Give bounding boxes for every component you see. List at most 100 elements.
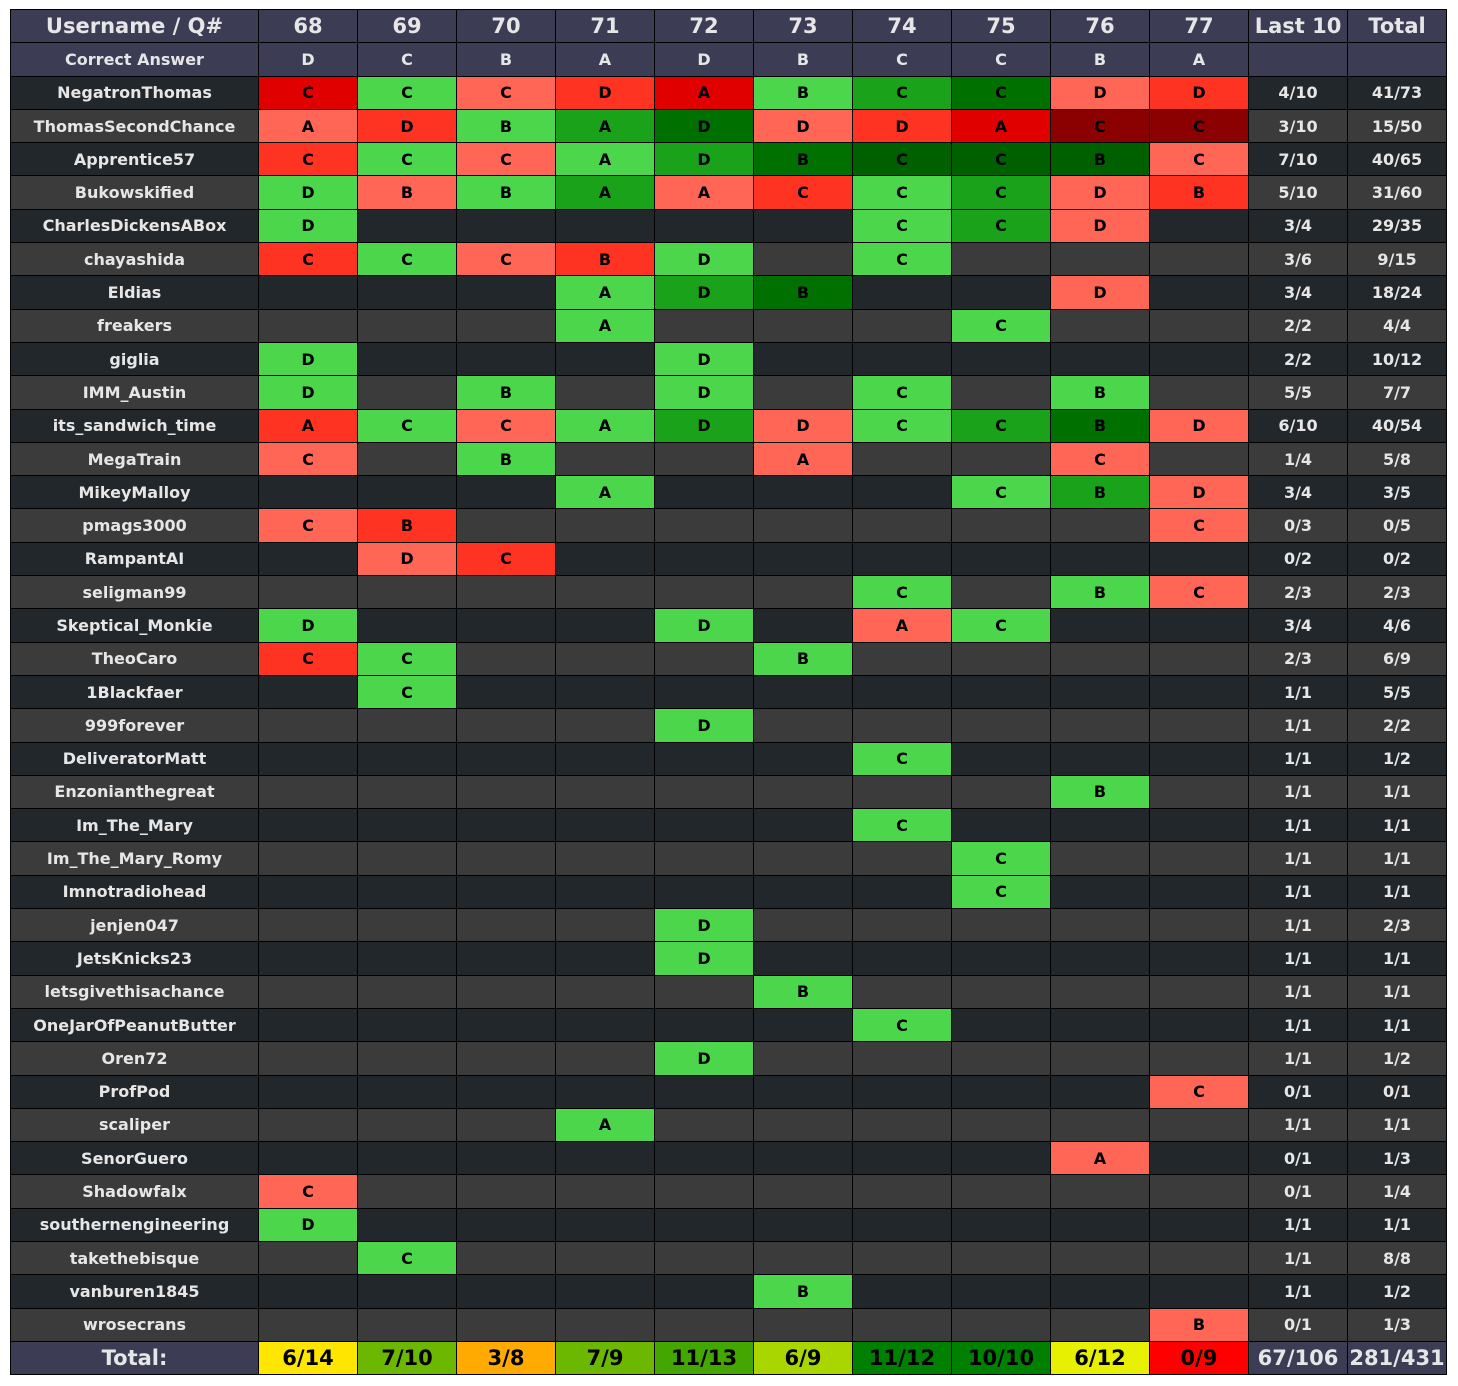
answer-cell <box>1050 674 1150 710</box>
answer-cell: D <box>654 1041 754 1076</box>
question-number-header: 72 <box>654 8 754 44</box>
total-cell: 41/73 <box>1347 75 1447 110</box>
answer-cell <box>1050 708 1150 743</box>
answer-cell <box>753 375 853 410</box>
answer-cell: D <box>654 375 754 410</box>
table-row: Im_The_Mary C 1/1 1/1 <box>10 808 1447 843</box>
answer-cell: D <box>258 375 358 410</box>
answer-cell <box>951 441 1051 477</box>
answer-cell: C <box>951 142 1051 177</box>
last10-cell: 1/1 <box>1248 1041 1348 1076</box>
answer-cell: C <box>456 75 556 110</box>
answer-cell <box>753 674 853 710</box>
answer-cell: D <box>1149 408 1249 443</box>
table-row: IMM_Austin D B D C B 5/5 7/7 <box>10 375 1447 410</box>
answer-cell <box>951 741 1051 776</box>
correct-answer-cell: A <box>1149 42 1249 77</box>
username-cell: DeliveratorMatt <box>10 741 259 776</box>
total-cell: 5/5 <box>1347 674 1447 710</box>
answer-cell <box>456 1207 556 1242</box>
answer-cell: D <box>1149 475 1249 510</box>
answer-cell <box>357 1207 457 1242</box>
last10-cell: 3/10 <box>1248 108 1348 144</box>
total-cell: 3/5 <box>1347 475 1447 510</box>
answer-cell <box>1050 1240 1150 1276</box>
answer-cell <box>654 1207 754 1242</box>
answer-cell: B <box>357 175 457 210</box>
answer-cell <box>654 1107 754 1143</box>
answer-cell <box>258 808 358 843</box>
answer-cell: D <box>555 75 655 110</box>
username-cell: OneJarOfPeanutButter <box>10 1007 259 1043</box>
answer-cell <box>753 1207 853 1242</box>
answer-cell <box>951 1007 1051 1043</box>
answer-cell <box>555 1240 655 1276</box>
answer-cell <box>654 841 754 876</box>
table-row: its_sandwich_time A C C A D D C C B D 6/10 40/54 <box>10 408 1447 443</box>
answer-cell <box>852 1107 952 1143</box>
question-total-cell: 6/14 <box>258 1340 358 1376</box>
total-cell: 10/12 <box>1347 341 1447 377</box>
answer-cell <box>555 908 655 943</box>
answer-cell <box>357 1141 457 1176</box>
answer-cell <box>456 1141 556 1176</box>
answer-cell: A <box>852 608 952 643</box>
table-row: ProfPod C 0/1 0/1 <box>10 1074 1447 1109</box>
answer-cell: C <box>357 142 457 177</box>
answer-cell <box>753 1307 853 1342</box>
answer-cell <box>1050 1207 1150 1242</box>
last10-cell: 1/1 <box>1248 908 1348 943</box>
answer-cell <box>951 1307 1051 1342</box>
answer-cell <box>1149 1107 1249 1143</box>
question-total-cell: 7/10 <box>357 1340 457 1376</box>
answer-cell <box>555 1041 655 1076</box>
answer-cell: C <box>852 208 952 244</box>
correct-answer-empty-cell <box>1248 42 1348 77</box>
last10-cell: 1/1 <box>1248 874 1348 910</box>
answer-cell <box>1050 908 1150 943</box>
answer-cell <box>951 774 1051 810</box>
username-cell: freakers <box>10 308 259 343</box>
answer-cell <box>1149 674 1249 710</box>
answer-cell <box>951 1141 1051 1176</box>
username-cell: giglia <box>10 341 259 377</box>
answer-cell <box>654 475 754 510</box>
answer-cell: A <box>555 142 655 177</box>
answer-cell <box>555 575 655 610</box>
answer-cell <box>555 1074 655 1109</box>
answer-cell <box>456 1240 556 1276</box>
answer-cell <box>654 1141 754 1176</box>
answer-cell: D <box>258 341 358 377</box>
answer-cell <box>456 774 556 810</box>
last10-cell: 1/1 <box>1248 808 1348 843</box>
answer-cell <box>654 674 754 710</box>
answer-cell: D <box>1050 275 1150 310</box>
total-cell: 9/15 <box>1347 242 1447 277</box>
answer-cell <box>1149 375 1249 410</box>
answer-cell <box>951 1074 1051 1109</box>
answer-cell <box>555 608 655 643</box>
last10-cell: 1/1 <box>1248 774 1348 810</box>
answer-cell: C <box>852 741 952 776</box>
answer-cell: C <box>456 408 556 443</box>
answer-cell <box>753 808 853 843</box>
question-number-header: 69 <box>357 8 457 44</box>
answer-cell: D <box>258 175 358 210</box>
table-row: JetsKnicks23 D 1/1 1/1 <box>10 941 1447 976</box>
answer-cell: C <box>258 508 358 543</box>
answer-cell <box>852 275 952 310</box>
answer-cell <box>852 774 952 810</box>
answer-cell: A <box>555 408 655 443</box>
correct-answer-empty-cell <box>1347 42 1447 77</box>
answer-cell: C <box>258 142 358 177</box>
answer-cell <box>456 208 556 244</box>
last10-cell: 0/1 <box>1248 1074 1348 1109</box>
answer-cell: A <box>258 408 358 443</box>
answer-cell: C <box>852 408 952 443</box>
answer-cell <box>1149 1141 1249 1176</box>
answer-cell: C <box>1149 508 1249 543</box>
answer-cell: C <box>357 75 457 110</box>
answer-cell: D <box>1050 75 1150 110</box>
username-cell: Oren72 <box>10 1041 259 1076</box>
